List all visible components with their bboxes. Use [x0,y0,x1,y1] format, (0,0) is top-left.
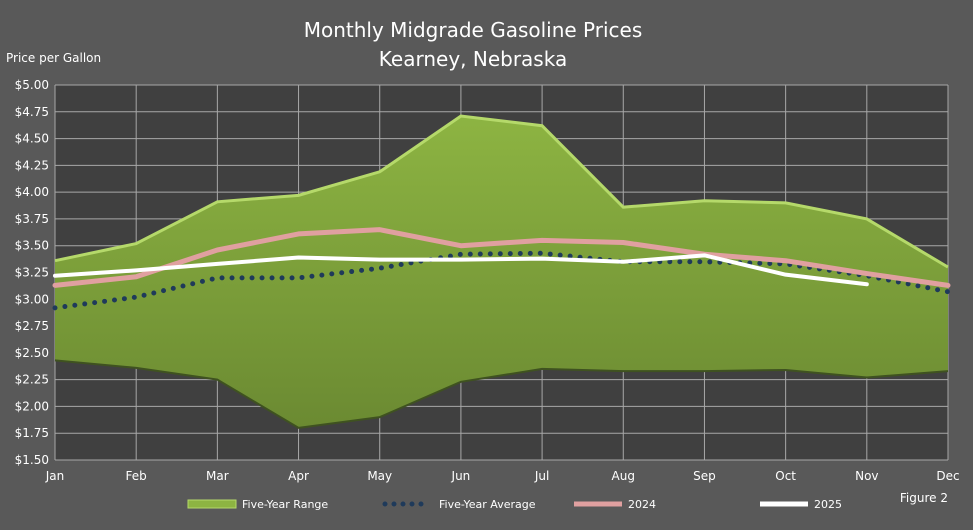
x-tick-label: Feb [126,469,147,483]
five-year-range-high-edge [54,114,949,269]
y-tick-label: $2.00 [15,399,49,413]
y-tick-label: $4.75 [15,105,49,119]
legend-swatch-five-year-range [187,499,237,509]
y-tick-label: $3.00 [15,292,49,306]
x-tick-label: Dec [936,469,959,483]
chart-title: Monthly Midgrade Gasoline Prices [304,18,643,42]
y-tick-label: $2.25 [15,373,49,387]
legend-label: 2025 [814,498,842,511]
five-year-range-area [55,116,948,428]
y-axis-label: Price per Gallon [6,51,101,65]
chart-subtitle: Kearney, Nebraska [379,47,567,71]
five-year-range-low-edge [54,359,949,429]
series-line-2024 [52,227,951,288]
x-tick-label: Oct [775,469,796,483]
y-tick-label: $3.75 [15,212,49,226]
y-tick-label: $4.25 [15,158,49,172]
legend-label: Five-Year Average [439,498,536,511]
figure-label: Figure 2 [900,491,948,505]
y-tick-label: $3.25 [15,266,49,280]
y-tick-label: $2.50 [15,346,49,360]
x-tick-label: Apr [288,469,309,483]
x-tick-label: Jan [45,469,65,483]
x-tick-label: May [367,469,392,483]
y-tick-label: $1.75 [15,426,49,440]
x-tick-label: Mar [206,469,229,483]
y-tick-label: $3.50 [15,239,49,253]
x-tick-label: Jun [451,469,471,483]
legend: Five-Year Range Five-Year Average 2024 2025 [187,498,842,511]
x-tick-label: Aug [612,469,635,483]
series-line-five-year-average [52,250,951,311]
y-tick-label: $5.00 [15,78,49,92]
x-tick-label: Nov [855,469,878,483]
series-line-2025 [53,253,869,287]
legend-label: Five-Year Range [242,498,328,511]
y-tick-label: $1.50 [15,453,49,467]
y-tick-label: $2.75 [15,319,49,333]
x-tick-label: Jul [534,469,549,483]
x-tick-label: Sep [693,469,716,483]
legend-label: 2024 [628,498,656,511]
y-tick-label: $4.50 [15,132,49,146]
y-tick-label: $4.00 [15,185,49,199]
